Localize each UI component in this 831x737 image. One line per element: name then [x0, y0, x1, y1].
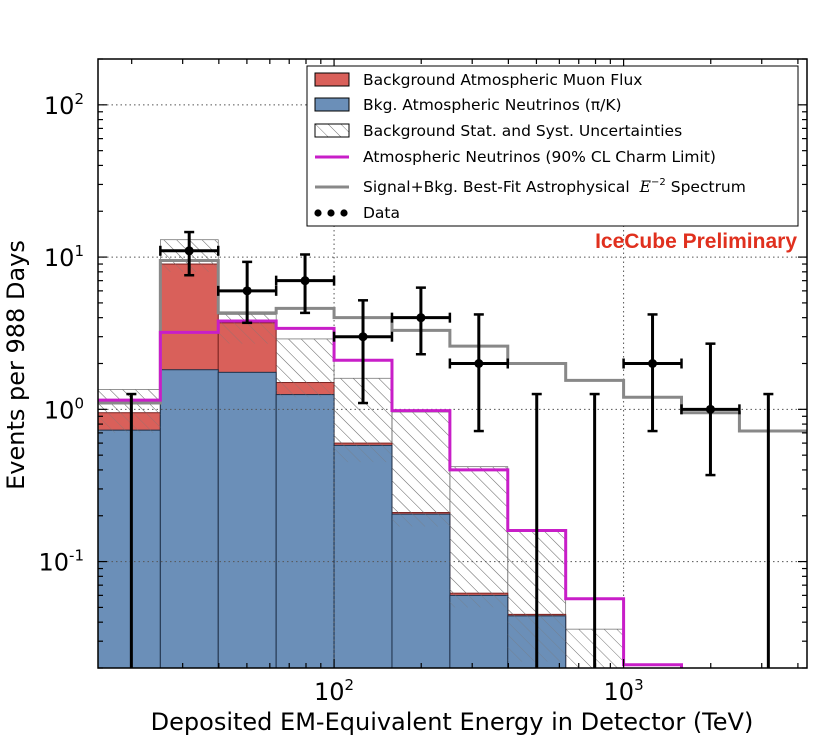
- y-tick-label-base: 10: [44, 92, 75, 120]
- data-point: [705, 404, 715, 414]
- axis-ticks: [98, 58, 807, 669]
- neutrino-bar: [98, 429, 161, 668]
- neutrino-bar: [275, 394, 335, 668]
- legend-label-bestfit: Signal+Bkg. Best-Fit Astrophysical E−2 Sp…: [363, 177, 746, 196]
- neutrino-bar: [159, 369, 219, 668]
- legend-data-dot: [327, 209, 335, 217]
- data-point: [648, 359, 658, 368]
- legend-swatch-uncertainty: [314, 123, 350, 138]
- data-point: [242, 286, 252, 296]
- preliminary-annotation: IceCube Preliminary: [595, 230, 797, 253]
- y-tick-label-exponent: 1: [74, 242, 84, 260]
- legend-label-neutrino: Bkg. Atmospheric Neutrinos (π/K): [363, 96, 622, 114]
- x-tick-label-base: 10: [604, 678, 635, 706]
- uncertainty-overlay-bin: [276, 338, 335, 398]
- neutrino-bar: [217, 371, 277, 668]
- uncertainty-overlay-bin: [449, 466, 508, 608]
- x-tick-label: 103: [604, 676, 644, 706]
- data-points: [126, 230, 774, 668]
- legend-data-dot: [314, 209, 322, 217]
- x-tick-label-exponent: 3: [634, 676, 644, 694]
- y-tick-label-base: 10: [44, 396, 75, 424]
- y-tick-label: 100: [44, 394, 84, 424]
- legend-bestfit-exponent: −2: [651, 177, 666, 188]
- data-point: [184, 246, 194, 256]
- legend-swatch-muon: [314, 72, 350, 87]
- legend-bestfit-math: E: [639, 178, 652, 196]
- x-tick-label-base: 10: [314, 678, 345, 706]
- legend-frame: [306, 65, 799, 227]
- data-point: [300, 276, 310, 286]
- y-axis-title: Events per 988 Days: [2, 240, 30, 490]
- y-tick-label-exponent: 0: [74, 394, 84, 412]
- neutrino-bar: [333, 444, 393, 668]
- legend-label-data: Data: [363, 204, 400, 222]
- x-axis-title: Deposited EM-Equivalent Energy in Detect…: [151, 708, 754, 736]
- y-tick-label: 102: [44, 90, 84, 120]
- legend-swatch-neutrino: [314, 97, 350, 112]
- y-tick-label-base: 10: [38, 549, 69, 577]
- uncertainty-overlay-bin: [391, 412, 450, 527]
- legend-bestfit-suffix: Spectrum: [671, 178, 746, 196]
- neutrino-bar: [391, 513, 451, 668]
- legend-label-charm: Atmospheric Neutrinos (90% CL Charm Limi…: [363, 148, 716, 166]
- data-point: [474, 359, 484, 368]
- x-tick-label-exponent: 2: [345, 676, 355, 694]
- y-tick-label-exponent: -1: [69, 547, 84, 565]
- y-tick-label: 101: [44, 242, 84, 272]
- x-tick-label: 102: [314, 676, 354, 706]
- data-point: [416, 313, 426, 323]
- uncertainty-overlay-bin: [98, 389, 161, 433]
- legend-data-dot: [340, 209, 348, 217]
- y-tick-label-exponent: 2: [74, 90, 84, 108]
- data-point: [358, 332, 368, 342]
- histogram-fills: [98, 239, 624, 668]
- y-tick-label: 10-1: [38, 547, 84, 577]
- legend-bestfit-prefix: Signal+Bkg. Best-Fit Astrophysical: [363, 178, 630, 196]
- legend-label-muon: Background Atmospheric Muon Flux: [363, 71, 642, 89]
- legend-label-uncertainty: Background Stat. and Syst. Uncertainties: [363, 122, 682, 140]
- y-tick-label-base: 10: [44, 244, 75, 272]
- legend: Background Atmospheric Muon Flux Bkg. At…: [306, 65, 799, 227]
